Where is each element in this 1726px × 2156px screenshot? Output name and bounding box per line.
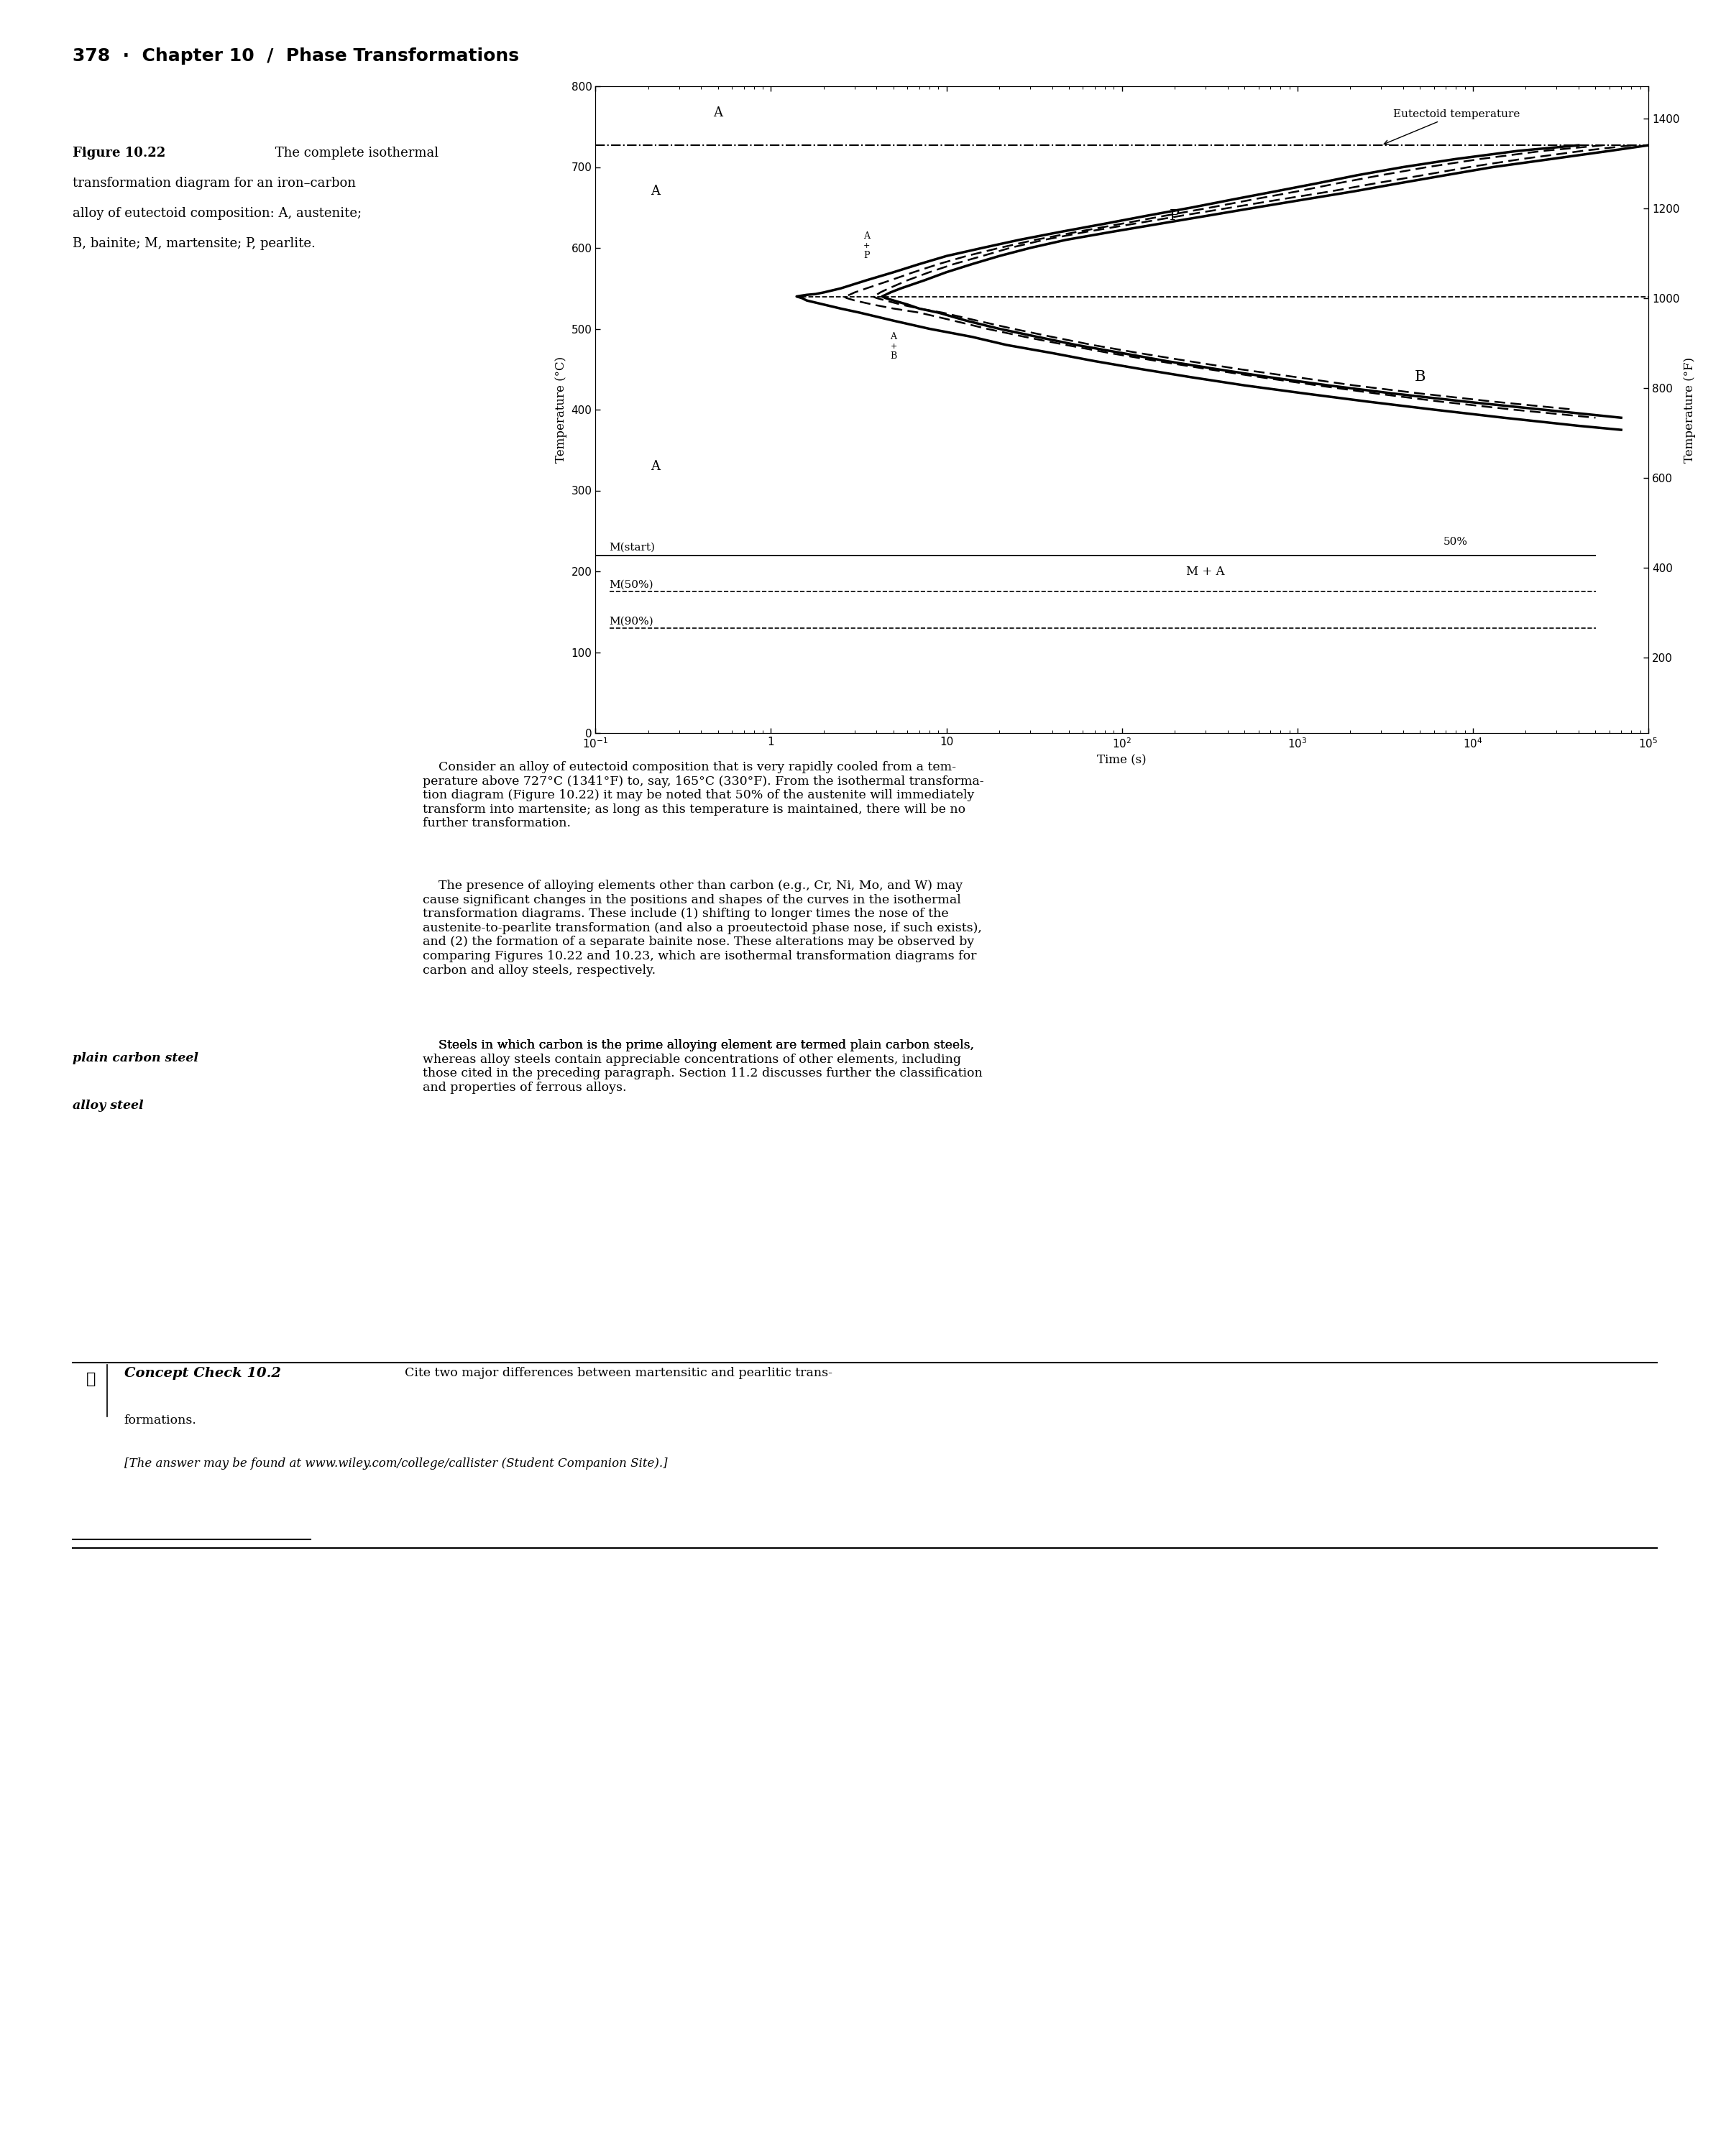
Text: A: A [651, 459, 661, 472]
Text: +: + [863, 241, 870, 250]
Text: A: A [863, 231, 870, 241]
Y-axis label: Temperature (°C): Temperature (°C) [556, 356, 568, 464]
Text: Steels in which carbon is the prime alloying element are termed plain carbon ste: Steels in which carbon is the prime allo… [423, 1039, 975, 1052]
Text: M(90%): M(90%) [609, 617, 654, 627]
Text: B, bainite; M, martensite; P, pearlite.: B, bainite; M, martensite; P, pearlite. [72, 237, 316, 250]
Text: Consider an alloy of eutectoid composition that is very rapidly cooled from a te: Consider an alloy of eutectoid compositi… [423, 761, 984, 830]
Text: alloy of eutectoid composition: A, austenite;: alloy of eutectoid composition: A, auste… [72, 207, 361, 220]
Text: formations.: formations. [124, 1414, 197, 1427]
Text: M + A: M + A [1186, 565, 1225, 578]
Text: Figure 10.22: Figure 10.22 [72, 147, 166, 160]
Text: Steels in which carbon is the prime alloying element are termed plain carbon ste: Steels in which carbon is the prime allo… [423, 1039, 982, 1093]
Text: M(50%): M(50%) [609, 580, 654, 591]
Text: Cite two major differences between martensitic and pearlitic trans-: Cite two major differences between marte… [397, 1367, 832, 1380]
Text: Steels in which carbon is the prime alloying element are termed: Steels in which carbon is the prime allo… [423, 1039, 851, 1052]
Text: alloy steel: alloy steel [72, 1100, 143, 1112]
Text: +: + [891, 343, 898, 349]
Text: The complete isothermal: The complete isothermal [271, 147, 438, 160]
Text: P: P [1170, 209, 1181, 222]
Text: Concept Check 10.2: Concept Check 10.2 [124, 1367, 281, 1380]
Text: B: B [891, 351, 898, 360]
Text: transformation diagram for an iron–carbon: transformation diagram for an iron–carbo… [72, 177, 356, 190]
Y-axis label: Temperature (°F): Temperature (°F) [1683, 356, 1695, 464]
Text: 378  ·  Chapter 10  /  Phase Transformations: 378 · Chapter 10 / Phase Transformations [72, 47, 520, 65]
Text: Eutectoid temperature: Eutectoid temperature [1384, 110, 1519, 144]
Text: B: B [1415, 371, 1426, 384]
Text: The presence of alloying elements other than carbon (e.g., Cr, Ni, Mo, and W) ma: The presence of alloying elements other … [423, 880, 982, 977]
Text: A: A [891, 332, 898, 341]
Text: [The answer may be found at www.wiley.com/college/callister (Student Companion S: [The answer may be found at www.wiley.co… [124, 1457, 668, 1470]
X-axis label: Time (s): Time (s) [1098, 755, 1146, 765]
Text: M(start): M(start) [609, 541, 656, 552]
Text: A: A [651, 185, 661, 198]
Text: A: A [713, 106, 723, 119]
Text: plain carbon steel: plain carbon steel [72, 1052, 198, 1065]
Text: P: P [863, 250, 870, 261]
Text: 50%: 50% [1443, 537, 1469, 548]
Text: ✓: ✓ [86, 1371, 97, 1386]
